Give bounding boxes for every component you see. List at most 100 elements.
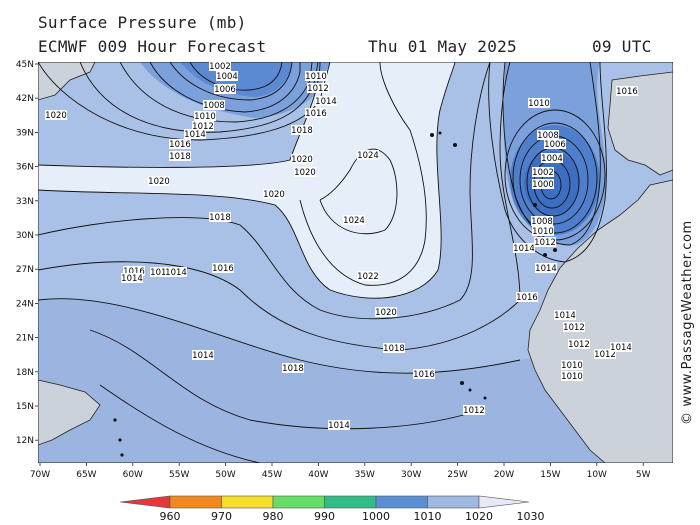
forecast-date: Thu 01 May 2025 xyxy=(368,37,517,56)
isobar-label: 1018 xyxy=(282,364,304,374)
lat-label: 36N xyxy=(16,163,34,173)
isobar-label-bg xyxy=(375,307,397,317)
isobar-label: 1004 xyxy=(541,154,563,164)
lat-label: 21N xyxy=(16,334,34,344)
isobar-1020-west xyxy=(38,62,321,168)
isobar-1024 xyxy=(319,148,398,235)
isobar-label-bg xyxy=(463,405,485,415)
colorbar-label: 1020 xyxy=(465,510,493,523)
lon-label: 10W xyxy=(587,470,607,480)
isobar-label: 1010 xyxy=(305,72,327,82)
isobar-label-bg xyxy=(594,349,616,359)
isobar-label: 1018 xyxy=(169,152,191,162)
isobar-label-bg xyxy=(214,84,236,94)
high-pressure-fill xyxy=(38,62,455,299)
lat-label: 33N xyxy=(16,197,34,207)
isobar-label: 1018 xyxy=(291,126,313,136)
isobar-label: 1014 xyxy=(535,264,557,274)
lon-label: 40W xyxy=(308,470,328,480)
isobar-label: 1020 xyxy=(375,308,397,318)
isobar-1020-inner xyxy=(38,62,456,299)
isobar-1014-south xyxy=(89,329,481,430)
isobar-label: 1014 xyxy=(121,274,143,284)
isobar-1016 xyxy=(38,62,521,351)
isobar-label: 1010 xyxy=(561,361,583,371)
isobar-label-bg xyxy=(148,176,170,186)
isobar-label: 1018 xyxy=(209,213,231,223)
map-title: Surface Pressure (mb) xyxy=(38,13,247,32)
colorbar-swatch xyxy=(169,495,222,509)
isobar-label-bg xyxy=(568,339,590,349)
map-area xyxy=(38,62,673,463)
isobar-label: 1012 xyxy=(192,122,214,132)
isobar-label-bg xyxy=(561,371,583,381)
colorbar-swatch xyxy=(375,495,428,509)
lon-label: 5W xyxy=(636,470,651,480)
latitude-labels: 45N 42N 39N 36N 33N 30N 27N 24N 21N 18N 15N 12N xyxy=(16,60,38,446)
isobar-label: 1004 xyxy=(216,72,238,82)
isobar-e-1014 xyxy=(488,62,607,263)
isobar-label-bg xyxy=(563,322,585,332)
isobar-label-bg xyxy=(294,167,316,177)
isobar-e-1012 xyxy=(502,62,601,246)
isobar-label-bg xyxy=(282,363,304,373)
isobar-label-bg xyxy=(531,216,553,226)
isobar-label: 1016 xyxy=(212,264,234,274)
isobar-nw-1010 xyxy=(169,62,293,101)
isobar-label-bg xyxy=(413,369,435,379)
isobar-label: 1010 xyxy=(528,99,550,109)
isobar-label: 1016 xyxy=(616,87,638,97)
isobar-label-bg xyxy=(192,121,214,131)
lat-label: 27N xyxy=(16,265,34,275)
isobar-1014 xyxy=(38,298,521,374)
isobar-label: 1020 xyxy=(45,111,67,121)
isobar-label: 1020 xyxy=(291,155,313,165)
isobar-label: 1012 xyxy=(594,350,616,360)
isobar-label-bg xyxy=(203,100,225,110)
land-africa xyxy=(527,179,673,463)
isobar-label: 1022 xyxy=(357,272,379,282)
isobar-label-bg xyxy=(212,263,234,273)
isobar-label-bg xyxy=(328,420,350,430)
lon-label: 65W xyxy=(76,470,96,480)
isobar-label-bg xyxy=(616,86,638,96)
lon-label: 70W xyxy=(30,470,50,480)
isobar-label-bg xyxy=(343,215,365,225)
isobar-label: 1012 xyxy=(307,84,329,94)
colorbar-label: 1030 xyxy=(517,510,545,523)
isobar-label-bg xyxy=(305,108,327,118)
colorbar-label: 1010 xyxy=(414,510,442,523)
isobar-1022 xyxy=(299,62,427,286)
lat-label: 24N xyxy=(16,299,34,309)
forecast-time: 09 UTC xyxy=(592,37,652,56)
isobar-nw-1014 xyxy=(119,62,313,123)
isobar-e-1008 xyxy=(512,122,598,234)
isobar-label-bg xyxy=(184,129,206,139)
colorbar-swatch xyxy=(272,495,325,509)
isobar-label-bg xyxy=(357,271,379,281)
isobar-label-bg xyxy=(209,212,231,222)
isobar-label-bg xyxy=(209,61,231,71)
isobar-label-bg xyxy=(357,150,379,160)
isobar-label: 1000 xyxy=(532,180,554,190)
isobar-label-bg xyxy=(541,153,563,163)
lat-label: 15N xyxy=(16,402,34,412)
isobar-nw-1016 xyxy=(79,62,319,133)
isobar-label: 1024 xyxy=(357,151,379,161)
isobar-label-bg xyxy=(305,71,327,81)
isobar-1012-south xyxy=(99,384,261,463)
isobar-label-bg xyxy=(121,273,143,283)
lat-label: 39N xyxy=(16,128,34,138)
isobar-label-bg xyxy=(45,110,67,120)
isobar-label: 1016 xyxy=(305,109,327,119)
lon-label: 35W xyxy=(355,470,375,480)
isobar-label-bg xyxy=(291,154,313,164)
isobar-label-bg xyxy=(165,267,187,277)
colorbar-label: 970 xyxy=(211,510,232,523)
isobar-label-bg xyxy=(263,189,285,199)
isobar-label: 1020 xyxy=(148,177,170,187)
lon-label: 25W xyxy=(447,470,467,480)
colorbar-label: 990 xyxy=(314,510,335,523)
lon-label: 60W xyxy=(123,470,143,480)
